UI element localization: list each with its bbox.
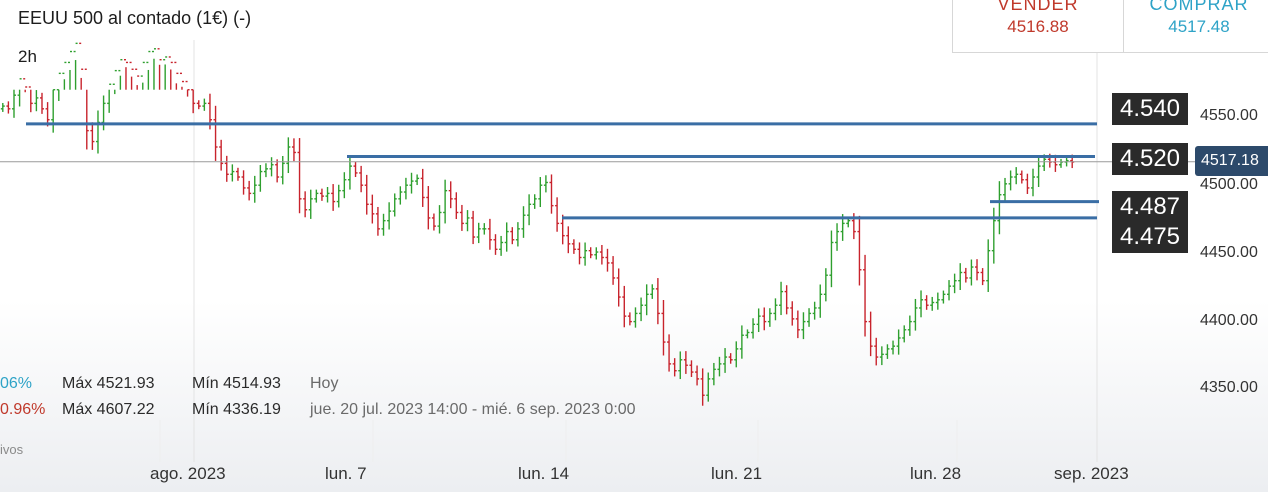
bottom-gradient	[0, 300, 1268, 492]
y-tick-label: 4500.00	[1200, 176, 1258, 193]
sell-price: 4516.88	[1007, 17, 1069, 36]
sell-label: VENDER	[997, 0, 1079, 14]
buy-price: 4517.48	[1168, 17, 1230, 36]
y-tick-label: 4550.00	[1200, 107, 1258, 124]
min-period: Mín 4336.19	[192, 401, 281, 418]
level-label-4520: 4.520	[1112, 143, 1188, 175]
y-tick-label: 4450.00	[1200, 244, 1258, 261]
stats-panel: 06% Máx 4521.93 Mín 4514.93 Hoy 0.96% Má…	[0, 375, 720, 435]
max-period: Máx 4607.22	[62, 401, 155, 418]
x-tick-label: lun. 14	[518, 464, 570, 483]
footnote: ivos	[0, 442, 24, 457]
x-tick-label: ago. 2023	[150, 464, 226, 483]
buy-label: COMPRAR	[1149, 0, 1249, 14]
level-label-4540: 4.540	[1112, 93, 1188, 125]
x-tick-label: lun. 7	[325, 464, 367, 483]
period-today: Hoy	[310, 375, 339, 392]
timeframe-label[interactable]: 2h	[18, 47, 37, 66]
level-label-4475: 4.475	[1112, 221, 1188, 253]
min-today: Mín 4514.93	[192, 375, 281, 392]
x-tick-label: lun. 21	[711, 464, 763, 483]
instrument-title: EEUU 500 al contado (1€) (-)	[18, 8, 252, 28]
change-period: 0.96%	[0, 401, 46, 418]
period-range: jue. 20 jul. 2023 14:00 - mié. 6 sep. 20…	[310, 401, 636, 418]
sell-button[interactable]: VENDER 4516.88	[952, 0, 1124, 53]
y-tick-label: 4350.00	[1200, 379, 1258, 396]
current-price-tag: 4517.18	[1195, 146, 1268, 176]
x-tick-label: sep. 2023	[1054, 464, 1129, 483]
change-today: 06%	[0, 375, 33, 392]
buy-button[interactable]: COMPRAR 4517.48	[1123, 0, 1268, 53]
y-tick-label: 4400.00	[1200, 312, 1258, 329]
max-today: Máx 4521.93	[62, 375, 155, 392]
x-tick-label: lun. 28	[910, 464, 962, 483]
level-label-4487: 4.487	[1112, 191, 1188, 223]
